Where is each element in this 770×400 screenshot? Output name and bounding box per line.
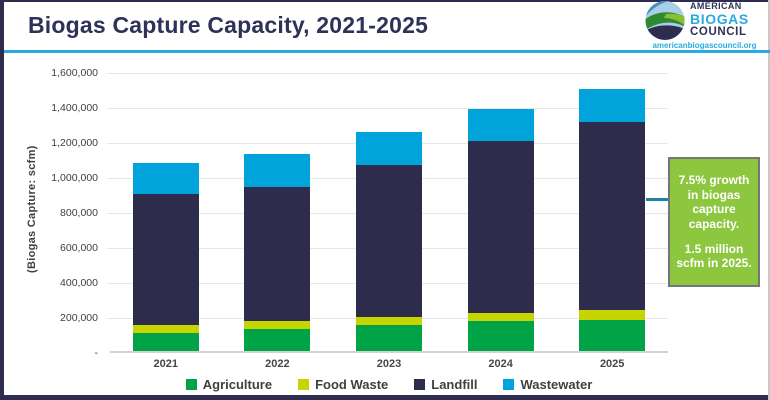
legend-label: Wastewater [520, 377, 593, 392]
callout-box: 7.5% growth in biogas capture capacity. … [668, 157, 760, 287]
bar-segment-landfill [356, 164, 422, 317]
y-tick-label: 1,000,000 [51, 172, 98, 184]
page-title: Biogas Capture Capacity, 2021-2025 [28, 12, 429, 38]
stacked-bar-2024 [467, 108, 534, 351]
x-tick-label: 2022 [265, 358, 290, 370]
bar-segment-food-waste [132, 324, 199, 333]
bar-segment-agriculture [244, 329, 311, 351]
bar-segment-food-waste [579, 309, 646, 320]
bar-segment-landfill [132, 193, 199, 325]
callout-text-total: 1.5 million scfm in 2025. [676, 241, 752, 271]
legend-item-wastewater: Wastewater [503, 377, 592, 392]
x-tick-label: 2025 [599, 358, 625, 370]
y-tick-label: 800,000 [60, 207, 98, 219]
legend-swatch-icon [185, 379, 197, 390]
bar-segment-wastewater [579, 89, 646, 122]
gridline [107, 73, 668, 74]
legend-swatch-icon [414, 379, 426, 390]
y-tick-label: 600,000 [60, 242, 98, 254]
chart-legend: Agriculture Food Waste Landfill Wastewater [110, 377, 668, 392]
logo-line-council: COUNCIL [690, 26, 747, 38]
bar-segment-food-waste [244, 321, 311, 330]
legend-item-agriculture: Agriculture [185, 377, 273, 392]
right-border [768, 0, 770, 400]
legend-swatch-icon [503, 379, 515, 390]
logo-line-american: AMERICAN [690, 1, 742, 11]
bar-segment-wastewater [132, 162, 199, 194]
bottom-border [0, 395, 770, 400]
legend-item-landfill: Landfill [414, 377, 477, 392]
bar-segment-landfill [467, 141, 534, 314]
stacked-bar-2021 [132, 162, 199, 351]
callout-connector-line [646, 198, 668, 201]
legend-item-food-waste: Food Waste [298, 377, 388, 392]
y-tick-label: 1,200,000 [51, 137, 98, 149]
left-border [0, 0, 4, 400]
american-biogas-council-logo: AMERICAN BIOGAS COUNCIL americanbiogasco… [641, 1, 768, 50]
logo-website-link[interactable]: americanbiogascouncil.org [652, 41, 757, 50]
y-tick-label: 1,600,000 [51, 67, 98, 79]
stacked-bar-2023 [356, 132, 422, 351]
bar-segment-agriculture [579, 319, 646, 351]
legend-swatch-icon [298, 379, 310, 390]
x-tick-label: 2021 [153, 358, 179, 370]
top-border [0, 0, 770, 2]
bar-segment-food-waste [467, 313, 534, 322]
header-divider [4, 50, 770, 53]
logo-globe-icon [643, 1, 687, 46]
legend-label: Landfill [431, 377, 478, 392]
logo-line-biogas: BIOGAS [690, 11, 749, 27]
x-tick-label: 2024 [488, 358, 513, 370]
legend-label: Food Waste [315, 377, 389, 392]
y-tick-label: 1,400,000 [51, 102, 98, 114]
bar-segment-wastewater [356, 132, 422, 165]
bar-segment-landfill [244, 186, 311, 322]
bar-segment-landfill [579, 121, 646, 310]
logo-wordmark: AMERICAN BIOGAS COUNCIL [690, 2, 749, 39]
stacked-bar-2022 [244, 154, 311, 351]
plot-area [107, 66, 668, 353]
x-tick-label: 2023 [376, 358, 402, 370]
y-tick-label: 200,000 [60, 312, 98, 324]
stacked-bar-2025 [579, 89, 646, 351]
bar-segment-food-waste [356, 316, 422, 325]
bar-segment-wastewater [467, 108, 534, 141]
bar-segment-agriculture [467, 321, 534, 351]
bar-segment-agriculture [132, 332, 199, 351]
y-tick-label: 400,000 [60, 277, 98, 289]
bar-segment-wastewater [244, 154, 311, 187]
gridline [107, 108, 668, 109]
legend-label: Agriculture [202, 377, 273, 392]
bar-segment-agriculture [356, 324, 422, 351]
y-tick-label: - [94, 347, 99, 359]
callout-text-growth: 7.5% growth in biogas capture capacity. [678, 173, 750, 231]
